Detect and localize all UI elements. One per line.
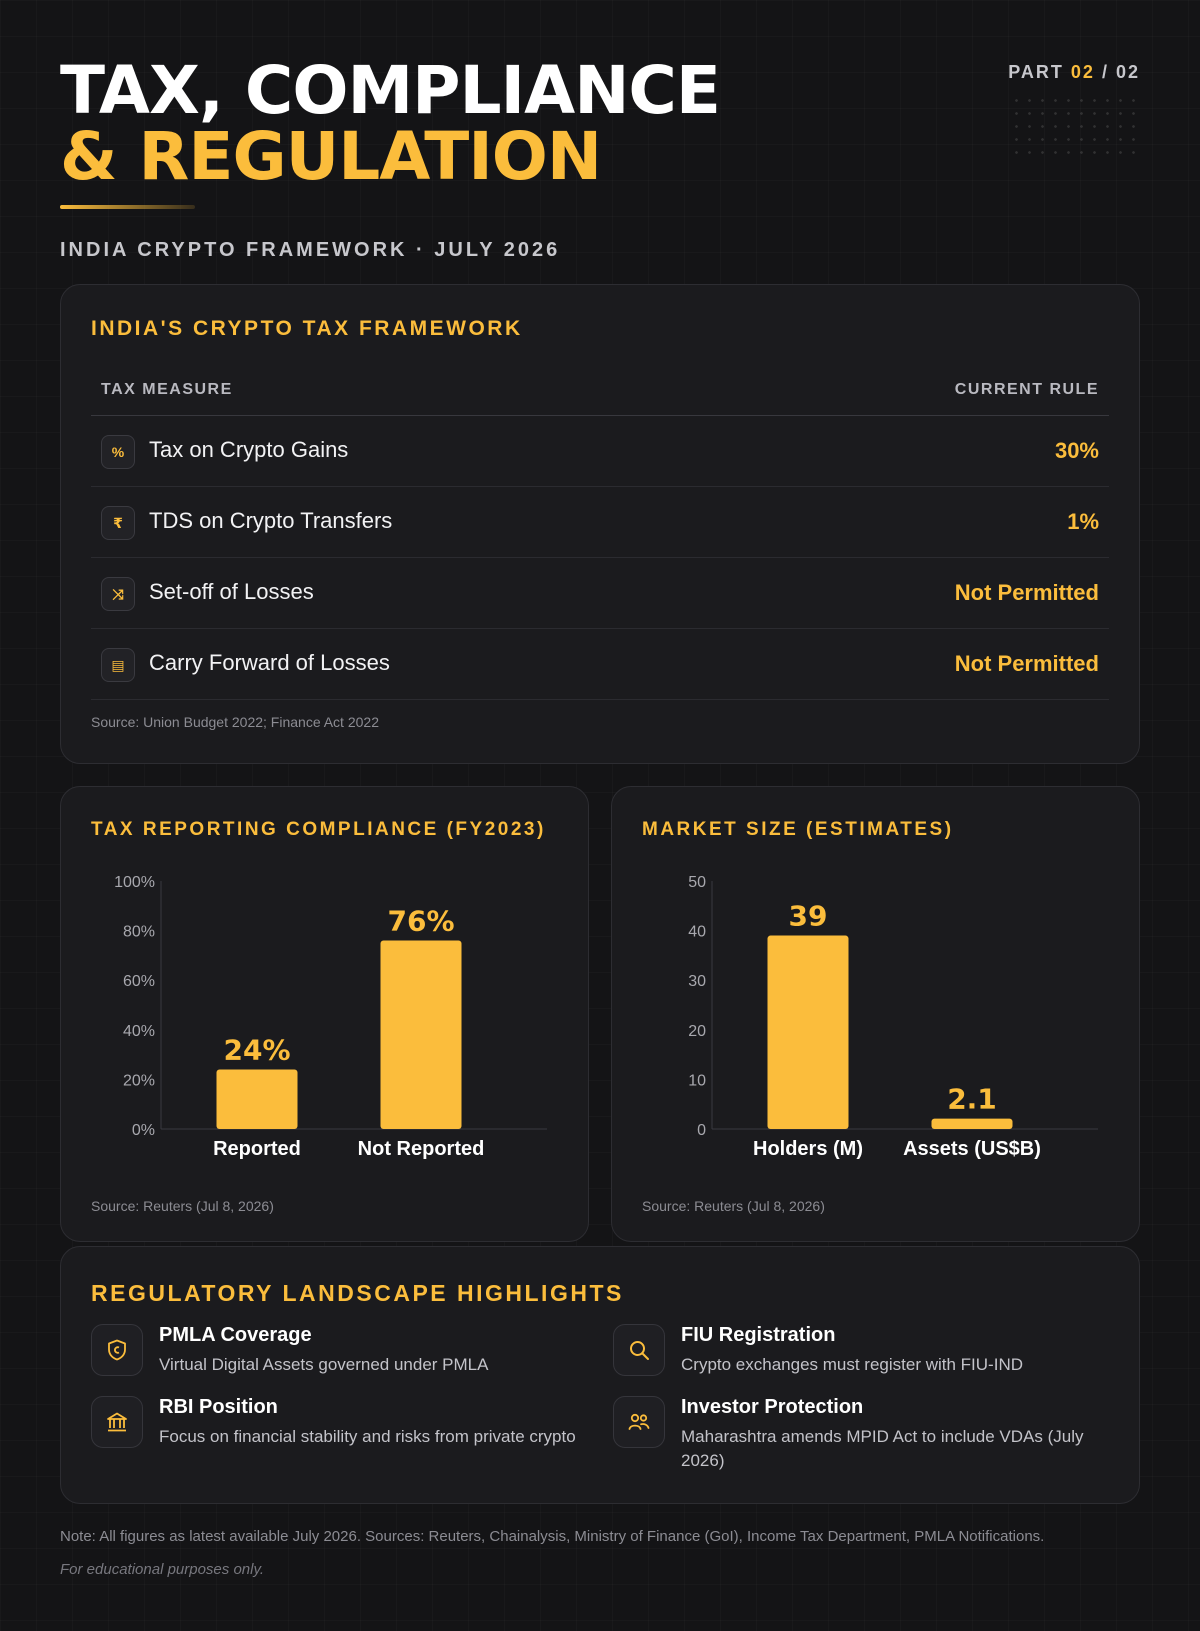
compliance-source-note: Source: Reuters (Jul 8, 2026) <box>91 1198 274 1214</box>
tax-framework-title: INDIA'S CRYPTO TAX FRAMEWORK <box>91 317 523 340</box>
percent-icon: % <box>101 435 135 469</box>
calendar-icon: ▤ <box>101 648 135 682</box>
y-tick-label: 30 <box>688 973 706 990</box>
y-tick-label: 40 <box>688 924 706 941</box>
row-label: Carry Forward of Losses <box>149 650 390 675</box>
tax-framework-card: INDIA'S CRYPTO TAX FRAMEWORK TAX MEASURE… <box>60 284 1140 764</box>
y-tick-label: 10 <box>688 1072 706 1089</box>
table-row: ₹ TDS on Crypto Transfers 1% <box>91 487 1109 558</box>
y-tick-label: 20% <box>123 1072 155 1089</box>
row-label: Tax on Crypto Gains <box>149 437 349 462</box>
y-tick-label: 0 <box>697 1122 706 1139</box>
y-tick-label: 40% <box>123 1023 155 1040</box>
category-label: Not Reported <box>358 1138 485 1160</box>
bar-value-label: 24% <box>223 1033 290 1066</box>
bar <box>380 940 462 1129</box>
regulatory-highlights-card: REGULATORY LANDSCAPE HIGHLIGHTS PMLA Cov… <box>60 1246 1140 1504</box>
market-size-bar-chart: 0 10 20 30 40 50 39 Holders (M) 2.1 Assets (US$B) <box>688 874 1098 1160</box>
category-label: Holders (M) <box>753 1138 863 1160</box>
row-value: 1% <box>1067 509 1099 534</box>
market-source-note: Source: Reuters (Jul 8, 2026) <box>642 1198 825 1214</box>
row-value: 30% <box>1054 438 1099 463</box>
category-label: Reported <box>213 1138 301 1160</box>
compliance-bar-chart: 0% 20% 40% 60% 80% 100% 24% Reported 76% Not Repo… <box>114 874 547 1160</box>
reg-description: Maharashtra amends MPID Act to include V… <box>681 1427 1084 1470</box>
page-title-line2: & REGULATION <box>60 118 602 195</box>
column-header-measure: TAX MEASURE <box>101 381 233 398</box>
reg-description: Virtual Digital Assets governed under PM… <box>159 1355 489 1374</box>
part-current: 02 <box>1070 62 1095 82</box>
bar <box>931 1118 1013 1129</box>
y-tick-label: 60% <box>123 973 155 990</box>
table-row: % Tax on Crypto Gains 30% <box>91 416 1109 487</box>
dot-pattern <box>1010 94 1140 158</box>
page-subtitle: INDIA CRYPTO FRAMEWORK · JULY 2026 <box>60 239 561 261</box>
row-value: Not Permitted <box>954 580 1099 605</box>
row-label: TDS on Crypto Transfers <box>149 508 393 533</box>
y-tick-label: 20 <box>688 1023 706 1040</box>
compliance-chart-title: TAX REPORTING COMPLIANCE (FY2023) <box>91 819 546 840</box>
y-tick-label: 0% <box>132 1122 155 1139</box>
regulatory-title: REGULATORY LANDSCAPE HIGHLIGHTS <box>91 1280 624 1306</box>
reg-heading: RBI Position <box>159 1396 278 1418</box>
table-row: ▤ Carry Forward of Losses Not Permitted <box>91 629 1109 700</box>
page-header: TAX, COMPLIANCE & REGULATION INDIA CRYPT… <box>60 58 1140 268</box>
reg-heading: PMLA Coverage <box>159 1324 312 1346</box>
bar <box>767 935 849 1129</box>
table-header-divider <box>91 415 1109 416</box>
row-label: Set-off of Losses <box>149 579 314 604</box>
shield-icon <box>91 1324 143 1376</box>
part-total: 02 <box>1115 62 1140 82</box>
tax-source-note: Source: Union Budget 2022; Finance Act 2… <box>91 714 379 730</box>
rupee-icon: ₹ <box>101 506 135 540</box>
y-tick-label: 50 <box>688 874 706 891</box>
reg-description: Crypto exchanges must register with FIU-… <box>681 1355 1023 1374</box>
bar-value-label: 76% <box>387 905 454 938</box>
reg-heading: FIU Registration <box>681 1324 836 1346</box>
compliance-chart-card: TAX REPORTING COMPLIANCE (FY2023) 0% 20% 4… <box>60 786 589 1242</box>
footer-note: Note: All figures as latest available Ju… <box>60 1528 1045 1545</box>
bar-value-label: 2.1 <box>947 1083 997 1116</box>
bar-value-label: 39 <box>789 900 828 933</box>
category-label: Assets (US$B) <box>903 1138 1041 1160</box>
reg-description: Focus on financial stability and risks f… <box>159 1427 576 1446</box>
part-separator: / <box>1094 62 1116 82</box>
swap-icon: ⤨ <box>101 577 135 611</box>
table-row: ⤨ Set-off of Losses Not Permitted <box>91 558 1109 629</box>
page-title-line1: TAX, COMPLIANCE <box>60 52 721 129</box>
y-tick-label: 80% <box>123 924 155 941</box>
title-underline <box>60 205 195 209</box>
bank-icon <box>91 1396 143 1448</box>
footer-disclaimer: For educational purposes only. <box>60 1561 265 1578</box>
market-size-chart-title: MARKET SIZE (ESTIMATES) <box>642 819 954 840</box>
bar <box>216 1069 298 1129</box>
part-prefix: PART <box>1008 62 1064 82</box>
column-header-rule: CURRENT RULE <box>954 381 1099 398</box>
search-icon <box>613 1324 665 1376</box>
users-icon <box>613 1396 665 1448</box>
part-indicator: PART 02 / 02 <box>1008 62 1140 83</box>
reg-heading: Investor Protection <box>681 1396 864 1418</box>
y-tick-label: 100% <box>114 874 155 891</box>
market-size-chart-card: MARKET SIZE (ESTIMATES) 0 10 20 30 40 50 39 Hol… <box>611 786 1140 1242</box>
row-value: Not Permitted <box>954 651 1099 676</box>
